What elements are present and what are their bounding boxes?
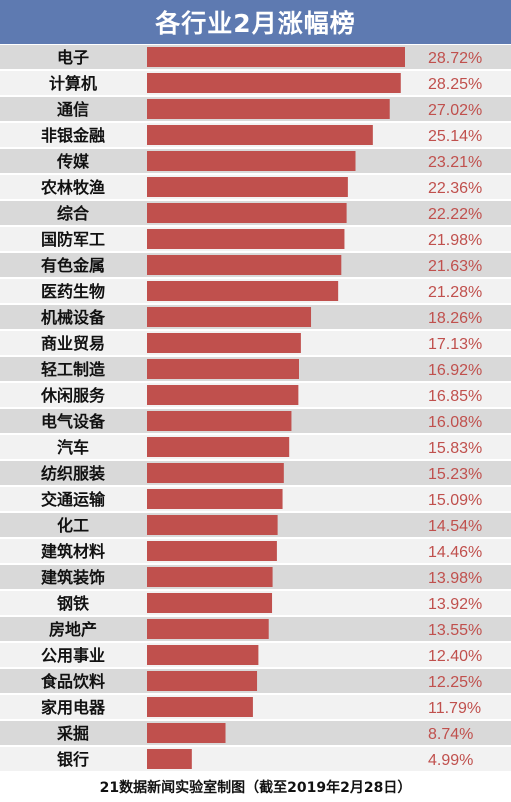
value-label: 8.74% xyxy=(428,726,473,743)
bar xyxy=(147,125,373,145)
value-label: 13.98% xyxy=(428,570,482,587)
bar xyxy=(147,307,312,327)
value-label: 17.13% xyxy=(428,336,482,353)
category-label: 国防军工 xyxy=(41,230,105,249)
bar-chart: 电子 28.72% 计算机 28.25% 通信 27.02% 非银金融 25.14% 传媒 23.… xyxy=(0,45,511,771)
value-label: 12.40% xyxy=(428,648,482,665)
category-label: 食品饮料 xyxy=(40,672,105,691)
value-label: 22.22% xyxy=(428,206,482,223)
category-label: 银行 xyxy=(57,750,89,769)
category-label: 轻工制造 xyxy=(41,360,106,379)
row-background xyxy=(0,721,511,745)
bar xyxy=(147,411,292,431)
bar xyxy=(147,47,405,67)
value-label: 14.54% xyxy=(428,518,482,535)
bar xyxy=(147,723,226,743)
category-label: 医药生物 xyxy=(41,282,105,301)
value-label: 11.79% xyxy=(428,700,481,717)
value-label: 21.63% xyxy=(428,258,482,275)
category-label: 汽车 xyxy=(57,438,89,457)
row-background xyxy=(0,695,511,719)
category-label: 采掘 xyxy=(56,724,89,743)
bar xyxy=(147,463,284,483)
bar xyxy=(147,333,301,353)
value-label: 21.28% xyxy=(428,284,482,301)
value-label: 16.08% xyxy=(428,414,482,431)
value-label: 16.92% xyxy=(428,362,482,379)
bar xyxy=(147,671,258,691)
category-label: 钢铁 xyxy=(57,594,89,613)
category-label: 非银金融 xyxy=(41,126,105,145)
bar xyxy=(147,489,283,509)
bar xyxy=(147,99,390,119)
category-label: 有色金属 xyxy=(41,256,105,275)
value-label: 27.02% xyxy=(428,102,482,119)
bar xyxy=(147,515,278,535)
category-label: 计算机 xyxy=(49,74,97,93)
value-label: 18.26% xyxy=(428,310,482,327)
category-label: 纺织服装 xyxy=(41,464,105,483)
bar xyxy=(147,73,401,93)
category-label: 化工 xyxy=(57,516,89,535)
category-label: 电子 xyxy=(57,48,89,67)
value-label: 15.09% xyxy=(428,492,482,509)
bar xyxy=(147,619,269,639)
category-label: 家用电器 xyxy=(41,698,106,717)
bar xyxy=(147,359,299,379)
value-label: 13.92% xyxy=(428,596,482,613)
value-label: 23.21% xyxy=(428,154,482,171)
category-label: 建筑材料 xyxy=(41,542,105,561)
value-label: 14.46% xyxy=(428,544,482,561)
bar xyxy=(147,203,347,223)
category-label: 建筑装饰 xyxy=(41,568,105,587)
category-label: 休闲服务 xyxy=(40,386,106,405)
category-label: 电气设备 xyxy=(41,412,106,431)
value-label: 28.25% xyxy=(428,76,482,93)
category-label: 商业贸易 xyxy=(41,334,105,353)
bar xyxy=(147,177,348,197)
value-label: 25.14% xyxy=(428,128,482,145)
chart-footer: 21数据新闻实验室制图（截至2019年2月28日） xyxy=(99,780,412,796)
bar xyxy=(147,541,277,561)
category-label: 农林牧渔 xyxy=(40,178,105,197)
bar xyxy=(147,749,192,769)
category-label: 交通运输 xyxy=(41,490,106,509)
chart-title: 各行业2月涨幅榜 xyxy=(0,0,511,44)
value-label: 15.23% xyxy=(428,466,482,483)
value-label: 15.83% xyxy=(428,440,482,457)
category-label: 通信 xyxy=(57,100,89,119)
category-label: 综合 xyxy=(57,204,90,223)
row-background xyxy=(0,747,511,771)
bar xyxy=(147,229,345,249)
bar xyxy=(147,593,273,613)
bar xyxy=(147,697,253,717)
category-label: 公用事业 xyxy=(41,646,105,665)
value-label: 21.98% xyxy=(428,232,482,249)
value-label: 13.55% xyxy=(428,622,482,639)
bar xyxy=(147,151,356,171)
category-label: 传媒 xyxy=(56,152,90,171)
value-label: 16.85% xyxy=(428,388,482,405)
category-label: 机械设备 xyxy=(41,308,106,327)
bar xyxy=(147,385,299,405)
bar xyxy=(147,281,339,301)
value-label: 22.36% xyxy=(428,180,482,197)
value-label: 4.99% xyxy=(428,752,473,769)
category-label: 房地产 xyxy=(49,620,97,639)
value-label: 12.25% xyxy=(428,674,482,691)
bar xyxy=(147,645,259,665)
value-label: 28.72% xyxy=(428,50,482,67)
bar xyxy=(147,437,290,457)
bar xyxy=(147,567,273,587)
bar xyxy=(147,255,342,275)
